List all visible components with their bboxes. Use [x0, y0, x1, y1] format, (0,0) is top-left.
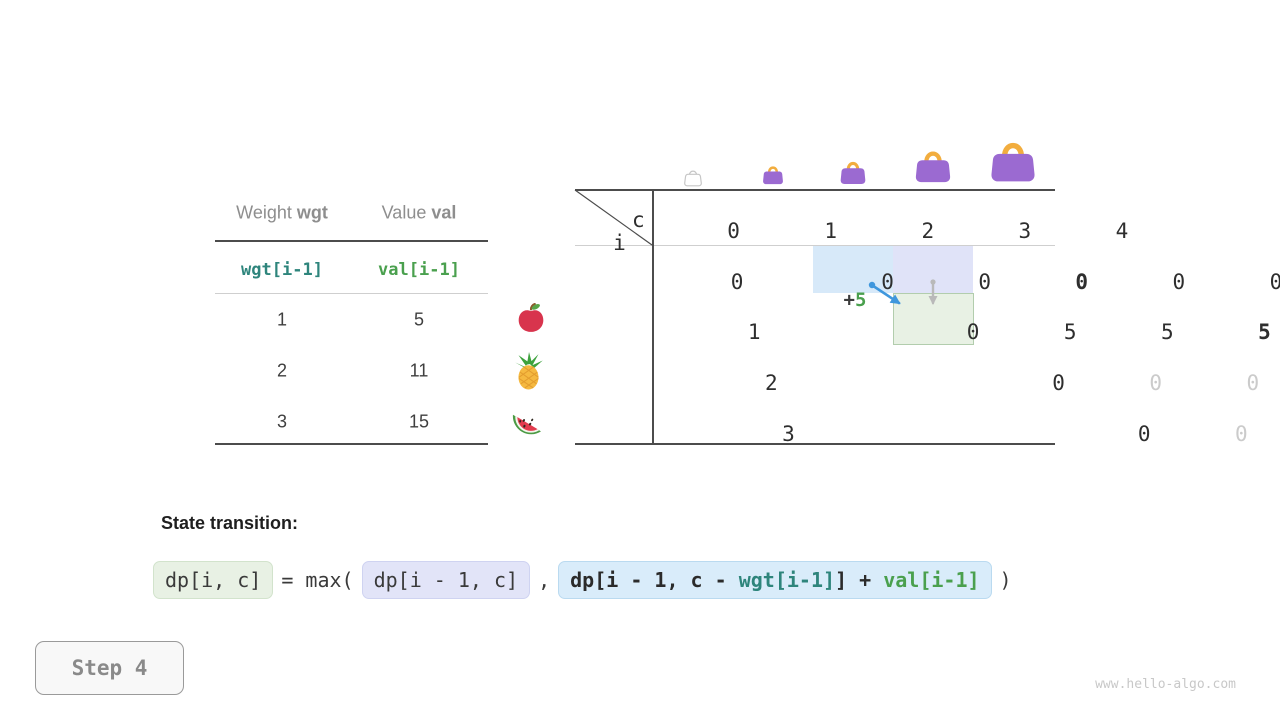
row-label: 3: [782, 422, 795, 446]
value-cell: 15: [408, 411, 430, 432]
capacity-bag-lg-icon: [991, 142, 1035, 182]
dp-table-header-rule: [575, 245, 1055, 246]
plus-value-annotation: +5: [843, 289, 867, 311]
dp-cell-source-left: 0: [1075, 270, 1089, 294]
dp-cell-uncomputed: 0: [1234, 422, 1248, 446]
formula-arg2-box: dp[i - 1, c - wgt[i-1]] + val[i-1]: [558, 561, 992, 599]
pineapple-icon: [515, 352, 543, 390]
cell-highlight-source-left: [813, 246, 893, 293]
item-table-mid-rule: [215, 293, 488, 294]
watermelon-icon: [512, 414, 541, 435]
value-cell: 5: [413, 309, 425, 330]
capacity-bag-md-icon: [915, 151, 951, 183]
dp-cell: 0: [881, 270, 894, 294]
capacity-bag-sm-icon: [840, 161, 866, 184]
col-header: 1: [824, 219, 837, 243]
cell-highlight-target: [893, 293, 974, 345]
item-table-bottom-rule: [215, 443, 488, 445]
weight-cell: 2: [276, 360, 288, 381]
weight-cell: 1: [276, 309, 288, 330]
dp-cell: 5: [1063, 320, 1077, 344]
wgt-variable-label: wgt[i-1]: [241, 260, 323, 280]
dp-cell: 0: [978, 270, 991, 294]
formula-comma: ,: [538, 568, 551, 592]
corner-c-label: c: [632, 208, 645, 232]
col-header: 4: [1115, 219, 1129, 243]
col-header: 2: [921, 219, 935, 243]
row-label: 2: [764, 371, 778, 395]
col-header: 0: [727, 219, 740, 243]
val-variable-label: val[i-1]: [378, 260, 460, 280]
formula-equals-max: = max(: [281, 568, 354, 592]
state-transition-formula: dp[i, c] = max( dp[i - 1, c] , dp[i - 1,…: [153, 561, 1020, 599]
col-header: 3: [1018, 219, 1032, 243]
capacity-bag-ghost-icon: [684, 170, 702, 187]
dp-table: c i 0 1 2 3 4 0 1 2 3 0 0 0 0 0 0 5 5 5 …: [0, 0, 1280, 446]
dp-cell-target: 5: [1258, 320, 1271, 344]
formula-close-paren: ): [999, 568, 1012, 592]
value-cell: 11: [409, 360, 429, 381]
dp-cell: 0: [1137, 422, 1151, 446]
dp-cell: 0: [1269, 270, 1280, 294]
apple-icon: [518, 303, 544, 332]
step-label: Step 4: [71, 656, 148, 680]
item-table-top-rule: [215, 240, 488, 242]
weight-cell: 3: [276, 411, 288, 432]
corner-i-label: i: [613, 231, 626, 255]
dp-table-vertical-rule: [652, 189, 654, 445]
capacity-bag-xs-icon: [763, 166, 783, 185]
row-label: 1: [747, 320, 761, 344]
cell-highlight-source-above: [893, 246, 973, 293]
dp-table-top-rule: [575, 189, 1055, 191]
dp-cell-uncomputed: 0: [1149, 371, 1163, 395]
dp-cell-uncomputed: 0: [1246, 371, 1260, 395]
dp-cell: 5: [1160, 320, 1174, 344]
row-label: 0: [730, 270, 744, 294]
state-transition-heading: State transition:: [161, 513, 299, 533]
formula-arg1-box: dp[i - 1, c]: [361, 561, 531, 599]
item-table-value-header: Value val: [381, 202, 457, 223]
step-badge: Step 4: [35, 641, 184, 695]
formula-lhs-box: dp[i, c]: [153, 561, 274, 599]
dp-cell: 0: [966, 320, 980, 344]
dp-cell-source-above: 0: [1172, 270, 1186, 294]
item-table-weight-header: Weight wgt: [236, 202, 328, 223]
dp-table-bottom-rule: [575, 443, 1055, 445]
site-url: www.hello-algo.com: [1095, 677, 1236, 692]
dp-cell: 0: [1052, 371, 1065, 395]
